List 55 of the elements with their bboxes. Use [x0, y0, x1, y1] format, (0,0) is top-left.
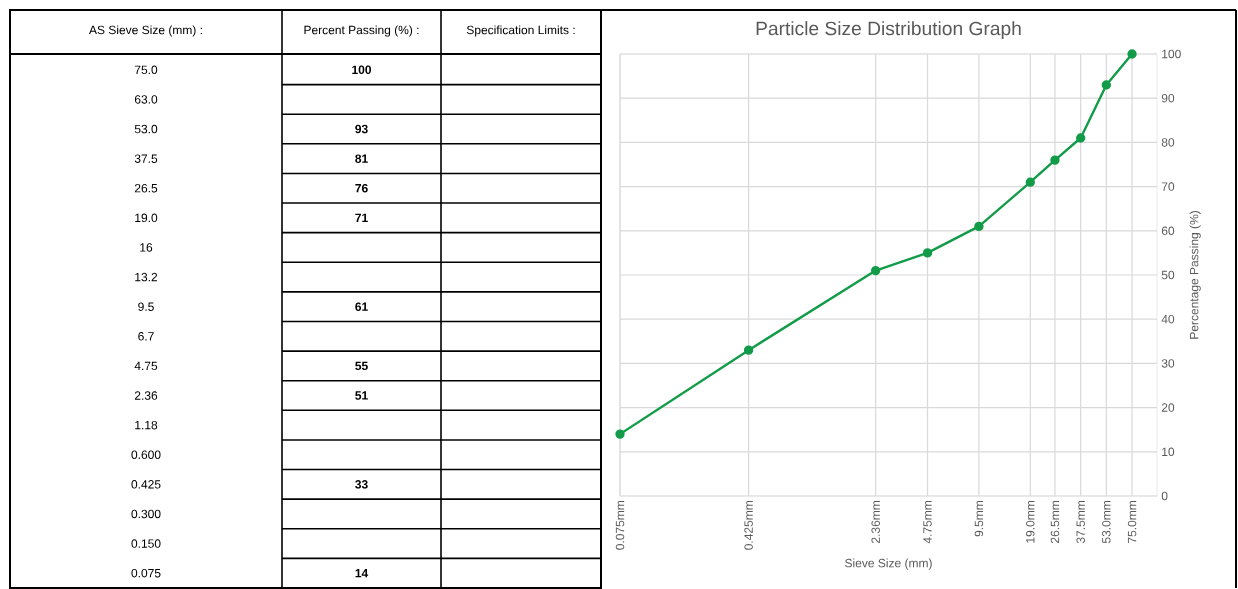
data-label: 51 — [355, 391, 368, 400]
category-label: 9.5 — [138, 302, 154, 311]
category-label: 26.5 — [134, 183, 158, 193]
text: AS Sieve Size (mm) : — [89, 25, 202, 37]
data-label: 61 — [355, 302, 368, 311]
chart-title: Particle Size Distribution Graph — [756, 21, 1021, 40]
y-tick-label: 10 — [1162, 447, 1175, 457]
x-tick-label: 2.36mm — [871, 501, 880, 544]
category-label: 0.425 — [131, 480, 161, 489]
data-label: 71 — [355, 213, 368, 222]
category-label: 75.0 — [134, 65, 158, 75]
x-tick-label: 26.5mm — [1050, 501, 1060, 544]
data-label: 100 — [352, 65, 372, 75]
data-label: 76 — [355, 183, 368, 193]
category-label: 53.0 — [134, 124, 158, 134]
x-tick-label: 75.0mm — [1127, 501, 1137, 544]
y-tick-label: 100 — [1162, 49, 1181, 59]
y-tick-label: 60 — [1161, 226, 1175, 236]
x-tick-label: 0.425mm — [744, 501, 753, 550]
category-label: 0.300 — [131, 509, 161, 519]
data-label: 14 — [355, 569, 369, 578]
x-tick-label: 0.075mm — [615, 501, 625, 550]
x-tick-label: 37.5mm — [1076, 501, 1085, 544]
category-label: 37.5 — [134, 154, 158, 163]
x-tick-label: 4.75mm — [923, 501, 932, 544]
data-label: 93 — [355, 124, 368, 134]
text: Percent Passing (%) : — [304, 25, 419, 37]
category-label: 0.075 — [131, 568, 161, 578]
category-label: 4.75 — [134, 361, 158, 371]
y-tick-label: 90 — [1161, 93, 1175, 103]
category-label: 0.600 — [131, 450, 161, 459]
x-tick-label: 53.0mm — [1102, 501, 1111, 544]
category-label: 2.36 — [134, 391, 158, 400]
y-tick-label: 0 — [1161, 491, 1168, 501]
y-tick-label: 70 — [1161, 182, 1175, 191]
x-tick-label: 19.0mm — [1026, 501, 1035, 543]
category-label: 63.0 — [134, 95, 158, 104]
category-label: 0.150 — [131, 539, 161, 548]
category-label: 19.0 — [135, 213, 158, 223]
category-label: 13.2 — [135, 272, 158, 282]
x-axis-title: Sieve Size (mm) — [845, 558, 932, 570]
y-tick-label: 30 — [1161, 359, 1175, 368]
category-label: 6.7 — [138, 332, 154, 341]
y-tick-label: 20 — [1161, 403, 1175, 412]
text: Specification Limits : — [466, 25, 575, 37]
y-tick-label: 50 — [1161, 270, 1175, 280]
data-label: 81 — [355, 154, 368, 163]
category-label: 1.18 — [135, 420, 158, 430]
data-label: 33 — [355, 480, 368, 489]
data-label: 55 — [355, 361, 368, 371]
x-tick-label: 9.5mm — [974, 501, 984, 537]
y-tick-label: 40 — [1161, 314, 1175, 324]
category-label: 16 — [140, 243, 153, 252]
y-tick-label: 80 — [1161, 138, 1175, 147]
y-axis-title: Percentage Passing (%) — [1189, 211, 1201, 339]
